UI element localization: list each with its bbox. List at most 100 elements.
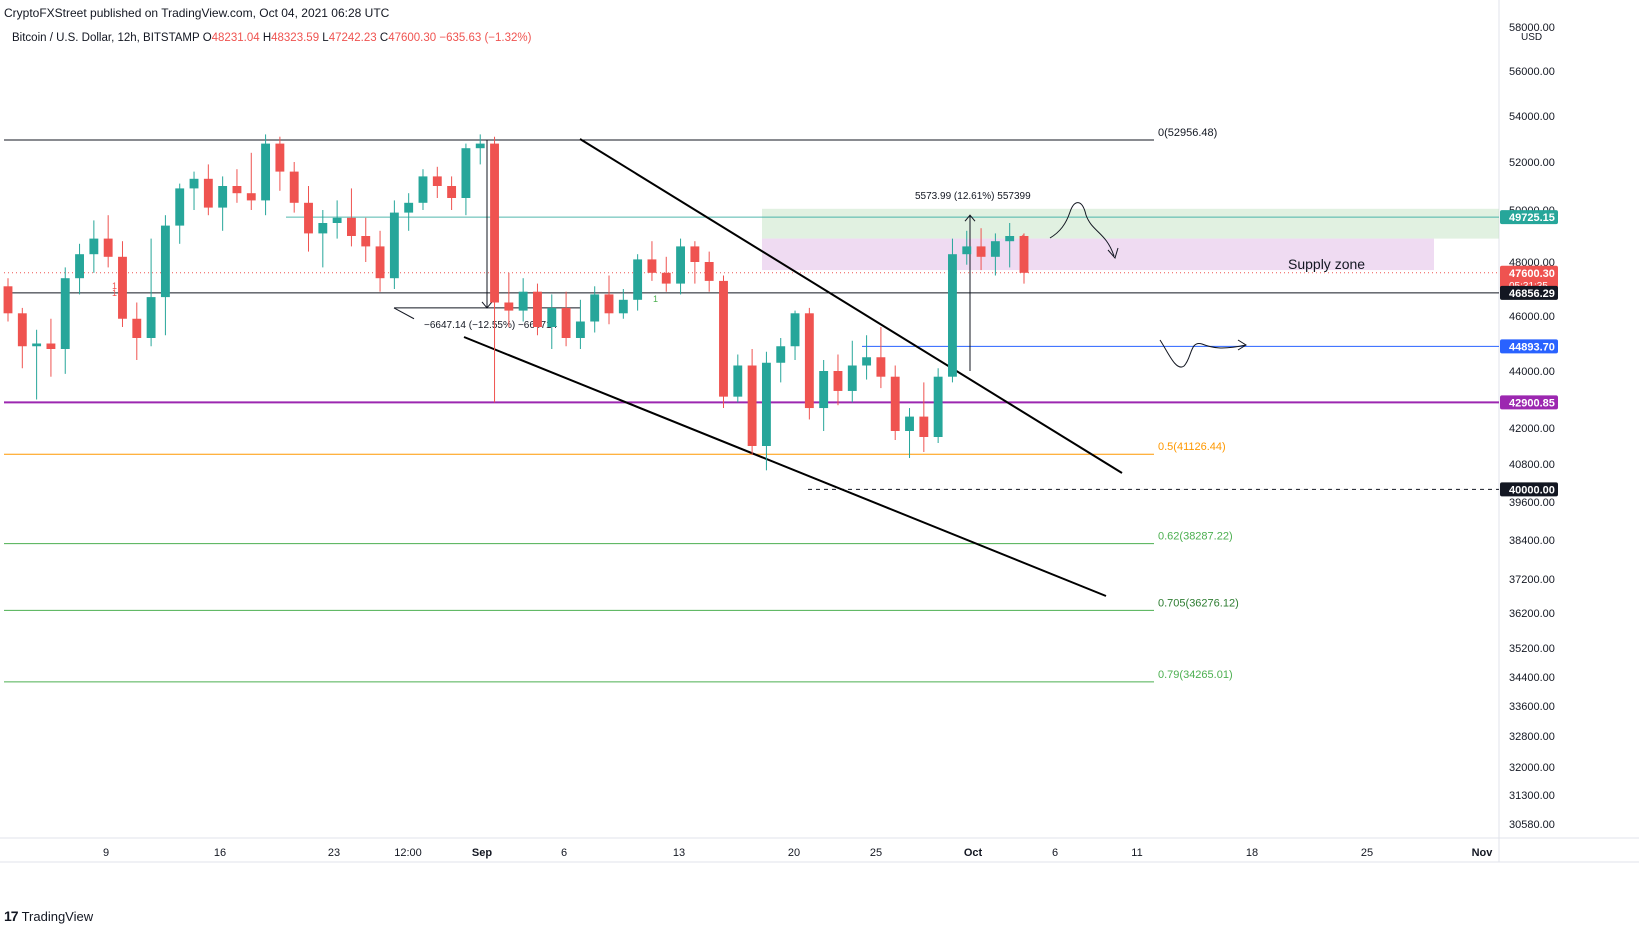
- price-box-40000.00: [1500, 482, 1558, 497]
- candle-body: [432, 176, 442, 186]
- candle-body: [17, 313, 27, 347]
- green-zone: [762, 208, 1499, 239]
- falling-wedge-upper-line: [579, 138, 1123, 474]
- time-axis-tick: Sep: [472, 847, 492, 859]
- price-axis-tick: 46000.00: [1509, 311, 1555, 323]
- candle-body: [676, 246, 685, 284]
- price-box-44893.70: [1500, 339, 1558, 354]
- price-axis-tick: 35200.00: [1509, 643, 1555, 655]
- symbol-name: Bitcoin / U.S. Dollar, 12h, BITSTAMP: [12, 32, 200, 44]
- fib-label-2: 0.62(38287.22): [1158, 531, 1233, 543]
- candle-body: [518, 291, 528, 311]
- candle-body: [547, 307, 557, 327]
- price-axis-tick: 44000.00: [1509, 366, 1555, 378]
- projection-curve-up: [1049, 202, 1115, 257]
- candle-body: [60, 278, 70, 349]
- projection-curve-range: [1159, 339, 1247, 368]
- candle-body: [289, 171, 299, 203]
- price-axis-tick: 54000.00: [1509, 111, 1555, 123]
- candle-body: [146, 297, 156, 338]
- open-label: O: [202, 32, 212, 44]
- candle-body: [189, 178, 199, 189]
- candle-body: [804, 313, 814, 409]
- candle-body: [490, 143, 499, 303]
- candle-body: [604, 294, 614, 314]
- price-box-label: 49725.15: [1509, 212, 1555, 224]
- candle-body: [533, 291, 542, 327]
- price-axis-tick: 42000.00: [1509, 423, 1555, 435]
- candle-body: [103, 238, 113, 257]
- price-axis-tick: 39600.00: [1509, 497, 1555, 509]
- candle-body: [962, 246, 972, 255]
- candle-body: [819, 371, 829, 409]
- candle-body: [761, 362, 771, 446]
- candle-body: [3, 286, 13, 314]
- time-axis-tick: 13: [673, 847, 685, 859]
- price-box-label: 42900.85: [1509, 397, 1555, 409]
- sequential-mark: 1: [653, 294, 658, 304]
- price-box-label: 40000.00: [1509, 484, 1555, 496]
- close-value: 47600.30: [388, 32, 437, 44]
- sequential-mark: 1: [1021, 233, 1026, 243]
- candle-body: [504, 302, 514, 311]
- fib-label-3: 0.705(36276.12): [1158, 597, 1239, 609]
- publisher-line: CryptoFXStreet published on TradingView.…: [4, 6, 390, 20]
- price-axis-tick: 36200.00: [1509, 608, 1555, 620]
- candle-body: [719, 280, 728, 397]
- candle-body: [232, 186, 242, 194]
- price-axis-tick: 38400.00: [1509, 535, 1555, 547]
- candle-body: [246, 193, 256, 201]
- measure-up-arrow: [964, 214, 976, 222]
- time-axis-tick: Nov: [1472, 847, 1494, 859]
- candle-body: [160, 225, 170, 298]
- low-label: L: [322, 32, 329, 44]
- open-value: 48231.04: [211, 32, 260, 44]
- time-axis-tick: 25: [1361, 847, 1373, 859]
- candle-body: [575, 321, 585, 338]
- measure-down-leader: [393, 307, 415, 320]
- projection-curve-range-arrow: [1237, 339, 1247, 351]
- time-axis-tick: 11: [1131, 847, 1142, 859]
- candle-body: [733, 365, 743, 397]
- time-axis-tick: 12:00: [394, 847, 422, 859]
- sequential-mark: 1: [112, 288, 117, 298]
- candle-body: [375, 246, 385, 279]
- sequential-mark: 1: [112, 281, 117, 291]
- candle-body: [833, 371, 843, 391]
- candle-body: [347, 217, 356, 236]
- time-axis-tick: 16: [214, 847, 226, 859]
- price-axis-tick: 58000.00: [1509, 22, 1555, 34]
- time-axis-tick: 23: [328, 847, 340, 859]
- candle-body: [1005, 236, 1015, 242]
- candle-body: [790, 313, 800, 347]
- time-axis-tick: 25: [870, 847, 882, 859]
- candle-body: [46, 343, 56, 349]
- price-axis-tick: 34400.00: [1509, 672, 1555, 684]
- fib-label-1: 0.5(41126.44): [1158, 441, 1226, 453]
- candle-body: [318, 223, 328, 234]
- high-value: 48323.59: [271, 32, 320, 44]
- tradingview-logo[interactable]: 17 TradingView: [4, 908, 93, 924]
- candle-body: [461, 148, 471, 198]
- change-value: −635.63 (−1.32%): [439, 32, 532, 44]
- candle-body: [862, 357, 872, 366]
- price-axis-tick: 32000.00: [1509, 762, 1555, 774]
- time-axis-tick: 6: [1052, 847, 1058, 859]
- low-value: 47242.23: [328, 32, 377, 44]
- candle-body: [203, 178, 213, 208]
- candle-body: [218, 186, 228, 208]
- candle-body: [647, 259, 657, 273]
- candle-body: [990, 241, 1000, 257]
- candlesticks: [3, 134, 1029, 471]
- price-box-47600.30: [1500, 265, 1558, 292]
- candle-body: [261, 143, 271, 201]
- candle-body: [132, 318, 142, 338]
- price-box-42900.85: [1500, 395, 1558, 410]
- time-axis-tick: 18: [1246, 847, 1258, 859]
- price-axis-tick: 30580.00: [1509, 819, 1555, 831]
- candle-body: [976, 246, 986, 257]
- projection-curve-up-arrow: [1107, 247, 1119, 260]
- candle-body: [633, 259, 643, 300]
- candle-body: [332, 217, 342, 223]
